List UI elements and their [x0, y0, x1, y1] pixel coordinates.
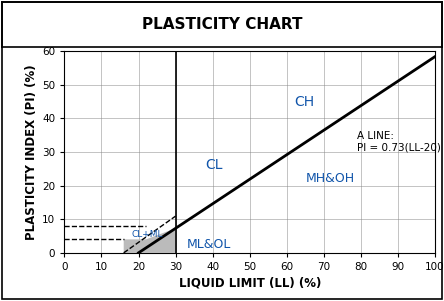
Polygon shape	[124, 228, 176, 253]
Text: MH&OH: MH&OH	[305, 172, 354, 185]
X-axis label: LIQUID LIMIT (LL) (%): LIQUID LIMIT (LL) (%)	[178, 276, 321, 289]
Text: CH: CH	[294, 95, 314, 109]
Text: A LINE:
PI = 0.73(LL-20): A LINE: PI = 0.73(LL-20)	[357, 131, 441, 153]
Y-axis label: PLASTICITY INDEX (PI) (%): PLASTICITY INDEX (PI) (%)	[25, 64, 38, 240]
Text: CL: CL	[205, 158, 223, 172]
Text: CL+ML: CL+ML	[131, 230, 163, 239]
Text: PLASTICITY CHART: PLASTICITY CHART	[142, 17, 302, 32]
Text: ML&OL: ML&OL	[187, 238, 231, 251]
